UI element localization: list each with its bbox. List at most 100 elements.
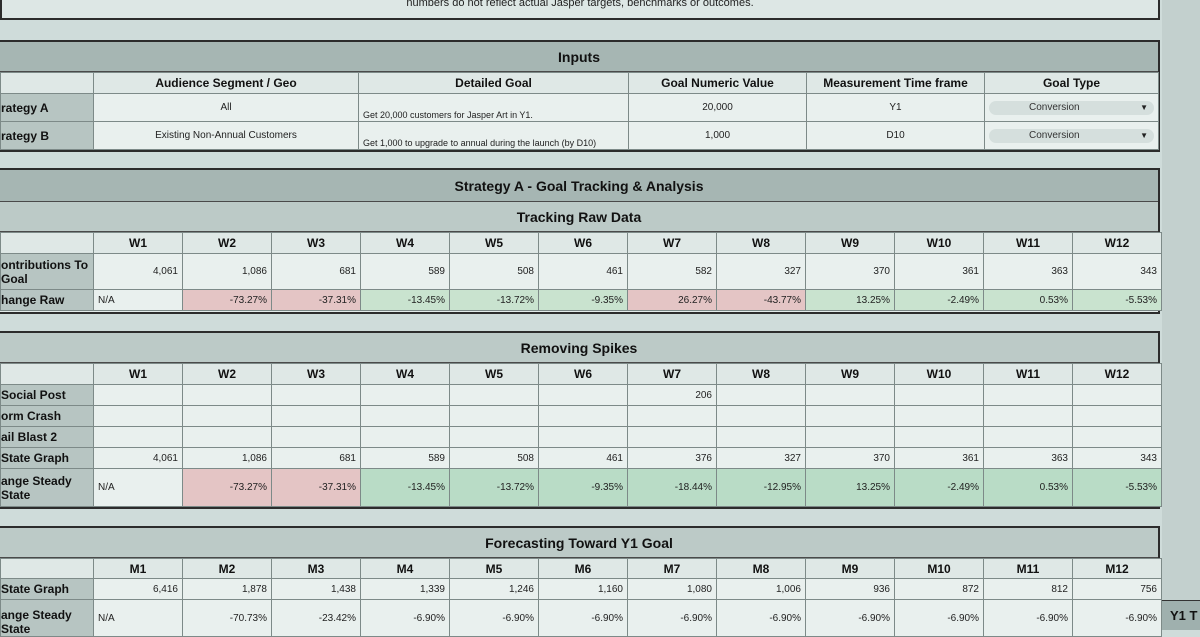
data-cell[interactable]: 508 [449,447,539,469]
data-cell[interactable]: 343 [1072,447,1162,469]
data-cell[interactable]: -37.31% [271,289,361,311]
data-cell[interactable] [627,405,717,427]
data-cell[interactable]: 461 [538,447,628,469]
audience-cell[interactable]: All [93,93,359,122]
data-cell[interactable]: 681 [271,447,361,469]
data-cell[interactable]: 1,086 [182,253,272,290]
data-cell[interactable] [894,384,984,406]
data-cell[interactable]: 343 [1072,253,1162,290]
data-cell[interactable]: -73.27% [182,468,272,507]
data-cell[interactable]: 589 [360,447,450,469]
data-cell[interactable]: 681 [271,253,361,290]
data-cell[interactable] [182,405,272,427]
data-cell[interactable]: -9.35% [538,468,628,507]
data-cell[interactable]: N/A [93,468,183,507]
data-cell[interactable] [627,426,717,448]
timeframe-cell[interactable]: D10 [806,121,985,150]
data-cell[interactable]: -13.72% [449,289,539,311]
data-cell[interactable] [449,426,539,448]
data-cell[interactable]: 0.53% [983,289,1073,311]
data-cell[interactable]: -70.73% [182,599,272,637]
data-cell[interactable]: 361 [894,253,984,290]
data-cell[interactable] [1072,405,1162,427]
data-cell[interactable]: -43.77% [716,289,806,311]
data-cell[interactable]: 1,339 [360,578,450,600]
data-cell[interactable]: -6.90% [716,599,806,637]
data-cell[interactable]: 461 [538,253,628,290]
data-cell[interactable] [716,384,806,406]
data-cell[interactable] [894,405,984,427]
data-cell[interactable] [449,405,539,427]
data-cell[interactable] [271,405,361,427]
data-cell[interactable] [93,384,183,406]
data-cell[interactable]: -2.49% [894,468,984,507]
data-cell[interactable]: -5.53% [1072,289,1162,311]
data-cell[interactable]: 206 [627,384,717,406]
data-cell[interactable] [449,384,539,406]
data-cell[interactable]: 376 [627,447,717,469]
goal-type-dropdown[interactable]: Conversion ▼ [989,100,1154,115]
data-cell[interactable] [538,384,628,406]
data-cell[interactable] [360,405,450,427]
data-cell[interactable]: 13.25% [805,289,895,311]
data-cell[interactable] [983,405,1073,427]
data-cell[interactable] [271,426,361,448]
data-cell[interactable]: N/A [93,289,183,311]
data-cell[interactable] [1072,426,1162,448]
data-cell[interactable] [983,426,1073,448]
data-cell[interactable]: -12.95% [716,468,806,507]
data-cell[interactable] [360,384,450,406]
value-cell[interactable]: 1,000 [628,121,807,150]
data-cell[interactable] [93,405,183,427]
data-cell[interactable]: 370 [805,447,895,469]
data-cell[interactable]: -6.90% [805,599,895,637]
data-cell[interactable]: 6,416 [93,578,183,600]
data-cell[interactable]: 370 [805,253,895,290]
data-cell[interactable]: 1,080 [627,578,717,600]
data-cell[interactable] [894,426,984,448]
timeframe-cell[interactable]: Y1 [806,93,985,122]
data-cell[interactable]: 327 [716,253,806,290]
data-cell[interactable]: -6.90% [894,599,984,637]
data-cell[interactable]: 13.25% [805,468,895,507]
data-cell[interactable]: 4,061 [93,447,183,469]
data-cell[interactable]: 1,086 [182,447,272,469]
data-cell[interactable]: -6.90% [627,599,717,637]
data-cell[interactable]: 1,878 [182,578,272,600]
data-cell[interactable]: 812 [983,578,1073,600]
data-cell[interactable]: 26.27% [627,289,717,311]
data-cell[interactable] [805,384,895,406]
goal-cell[interactable]: Get 20,000 customers for Jasper Art in Y… [358,93,629,122]
data-cell[interactable]: -18.44% [627,468,717,507]
value-cell[interactable]: 20,000 [628,93,807,122]
data-cell[interactable]: 1,438 [271,578,361,600]
data-cell[interactable]: -9.35% [538,289,628,311]
data-cell[interactable] [538,426,628,448]
data-cell[interactable]: N/A [93,599,183,637]
data-cell[interactable]: -6.90% [1072,599,1162,637]
data-cell[interactable]: 363 [983,253,1073,290]
data-cell[interactable]: -13.45% [360,289,450,311]
data-cell[interactable]: 936 [805,578,895,600]
data-cell[interactable]: -6.90% [360,599,450,637]
data-cell[interactable]: 361 [894,447,984,469]
data-cell[interactable]: 327 [716,447,806,469]
data-cell[interactable]: 582 [627,253,717,290]
data-cell[interactable]: -6.90% [449,599,539,637]
data-cell[interactable]: -6.90% [983,599,1073,637]
data-cell[interactable] [805,426,895,448]
goal-type-dropdown[interactable]: Conversion ▼ [989,128,1154,143]
audience-cell[interactable]: Existing Non-Annual Customers [93,121,359,150]
data-cell[interactable]: -37.31% [271,468,361,507]
data-cell[interactable] [1072,384,1162,406]
data-cell[interactable]: 1,160 [538,578,628,600]
data-cell[interactable] [271,384,361,406]
data-cell[interactable]: -13.45% [360,468,450,507]
data-cell[interactable]: 1,246 [449,578,539,600]
goal-cell[interactable]: Get 1,000 to upgrade to annual during th… [358,121,629,150]
data-cell[interactable] [182,426,272,448]
data-cell[interactable]: 756 [1072,578,1162,600]
data-cell[interactable] [538,405,628,427]
data-cell[interactable] [93,426,183,448]
data-cell[interactable]: -23.42% [271,599,361,637]
